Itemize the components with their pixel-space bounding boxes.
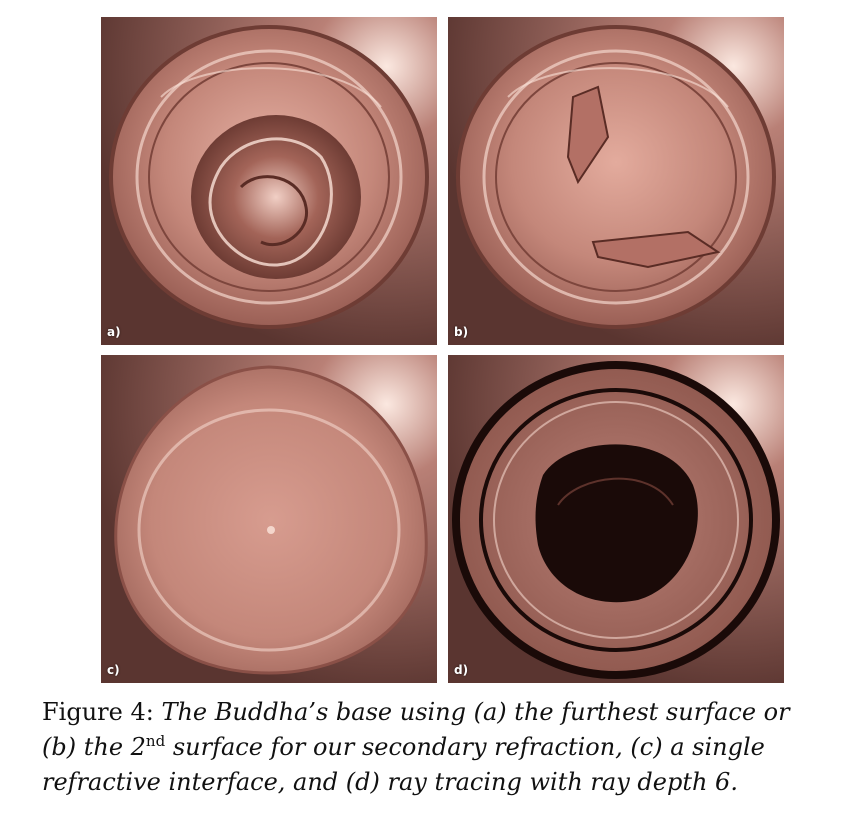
caption-line-3: refractive interface, and (d) ray tracin… <box>42 768 738 796</box>
figure-panel-d: d) <box>448 355 784 683</box>
panel-c-render <box>101 355 437 683</box>
caption-line-1: The Buddha’s base using (a) the furthest… <box>161 698 790 726</box>
figure-panel-a: a) <box>101 17 437 345</box>
panel-d-label: d) <box>454 663 469 677</box>
panel-a-label: a) <box>107 325 121 339</box>
figure-caption: Figure 4: The Buddha’s base using (a) th… <box>42 695 854 800</box>
panel-a-render <box>101 17 437 345</box>
figure-label: Figure 4: <box>42 698 154 726</box>
figure-panel-b: b) <box>448 17 784 345</box>
caption-line-2-post: surface for our secondary refraction, (c… <box>165 733 765 761</box>
figure-panel-c: c) <box>101 355 437 683</box>
panel-b-label: b) <box>454 325 469 339</box>
panel-b-render <box>448 17 784 345</box>
panel-d-render <box>448 355 784 683</box>
panel-c-label: c) <box>107 663 120 677</box>
caption-line-2-pre: (b) the 2 <box>42 733 146 761</box>
caption-superscript: nd <box>145 732 166 750</box>
